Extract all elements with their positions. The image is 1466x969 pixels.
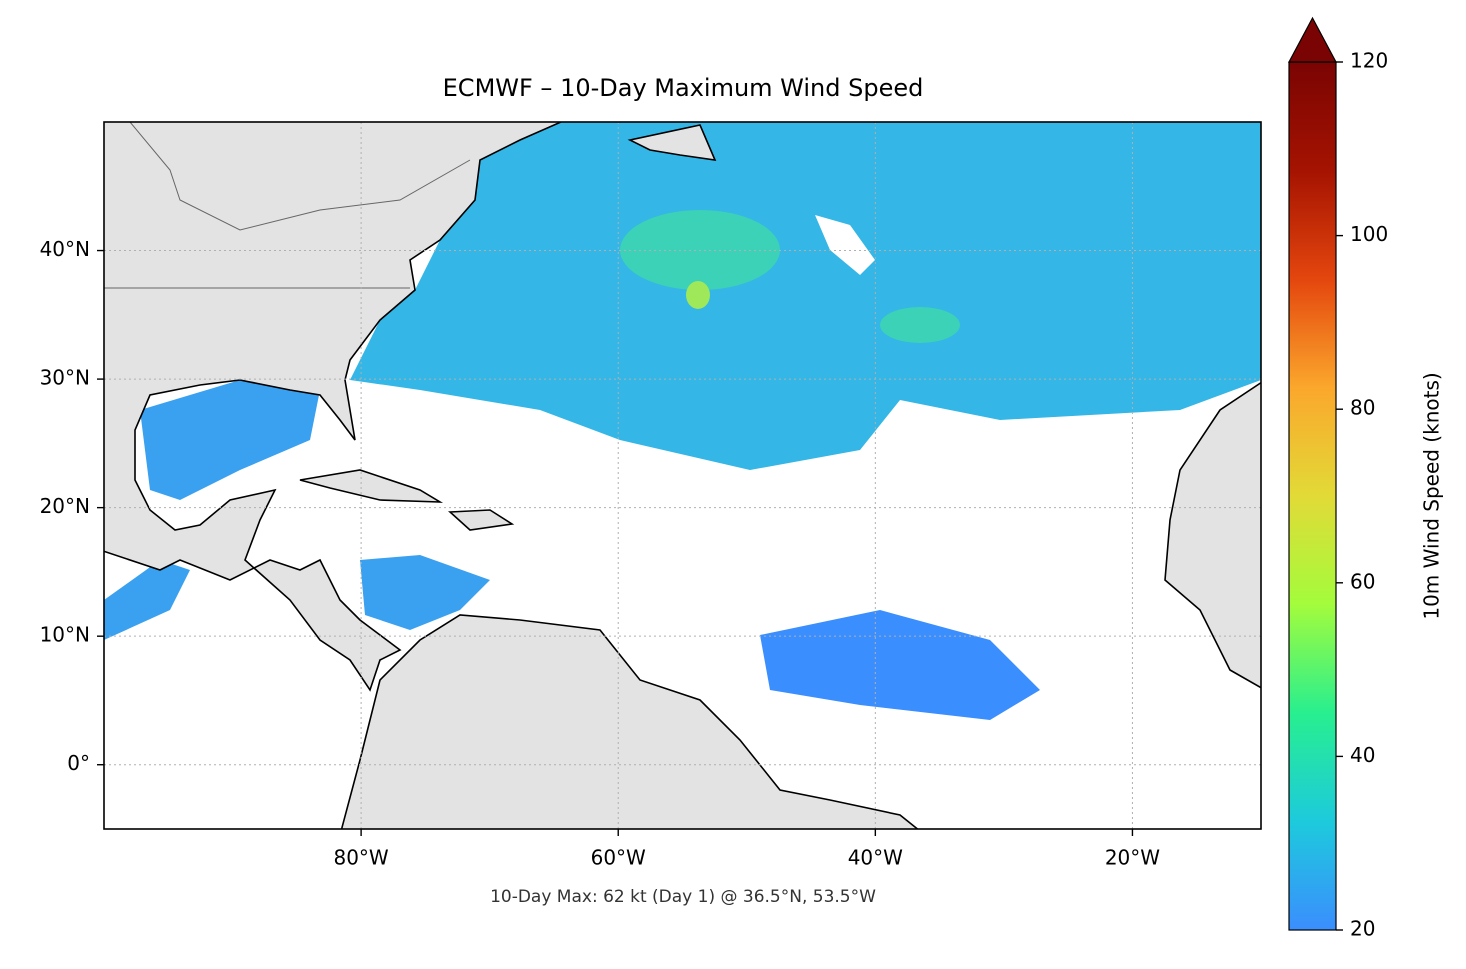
y-tick-label: 40°N xyxy=(40,237,90,261)
cuba xyxy=(299,469,444,503)
map xyxy=(104,122,1261,829)
chart-title: ECMWF – 10-Day Maximum Wind Speed xyxy=(443,74,924,102)
wind-maximum xyxy=(620,210,780,290)
borders xyxy=(129,122,471,231)
colorbar-label: 10m Wind Speed (knots) xyxy=(1420,372,1444,619)
wind-field xyxy=(104,560,190,640)
x-tick-label: 20°W xyxy=(1105,846,1160,870)
wind-field xyxy=(760,610,1040,720)
x-tick-label: 40°W xyxy=(848,846,903,870)
y-tick-label: 0° xyxy=(67,751,90,775)
map-frame xyxy=(103,121,1262,830)
x-tick-label: 80°W xyxy=(333,846,388,870)
wind-maximum xyxy=(686,281,710,309)
hispaniola xyxy=(448,509,515,531)
colorbar-tick-label: 120 xyxy=(1350,49,1388,73)
wind-field xyxy=(360,555,490,630)
colorbar-tick-label: 60 xyxy=(1350,569,1375,593)
wind-maximum xyxy=(880,307,960,343)
colorbar-tick-label: 40 xyxy=(1350,743,1375,767)
wind-field xyxy=(140,380,320,500)
colorbar-tick-label: 100 xyxy=(1350,222,1388,246)
colorbar-tick-label: 80 xyxy=(1350,396,1375,420)
newfoundland xyxy=(627,124,717,161)
colorbar-extend xyxy=(1287,16,1338,63)
africa xyxy=(1164,381,1261,689)
north-america xyxy=(104,122,563,692)
south-america xyxy=(340,614,919,829)
y-tick-label: 20°N xyxy=(40,494,90,518)
y-tick-label: 10°N xyxy=(40,623,90,647)
wind-field xyxy=(350,122,1261,470)
x-tick-label: 60°W xyxy=(591,846,646,870)
y-tick-label: 30°N xyxy=(40,366,90,390)
footnote: 10-Day Max: 62 kt (Day 1) @ 36.5°N, 53.5… xyxy=(490,887,876,907)
colorbar-tick-label: 20 xyxy=(1350,917,1375,941)
colorbar xyxy=(1288,61,1337,931)
calm-area xyxy=(815,215,875,275)
